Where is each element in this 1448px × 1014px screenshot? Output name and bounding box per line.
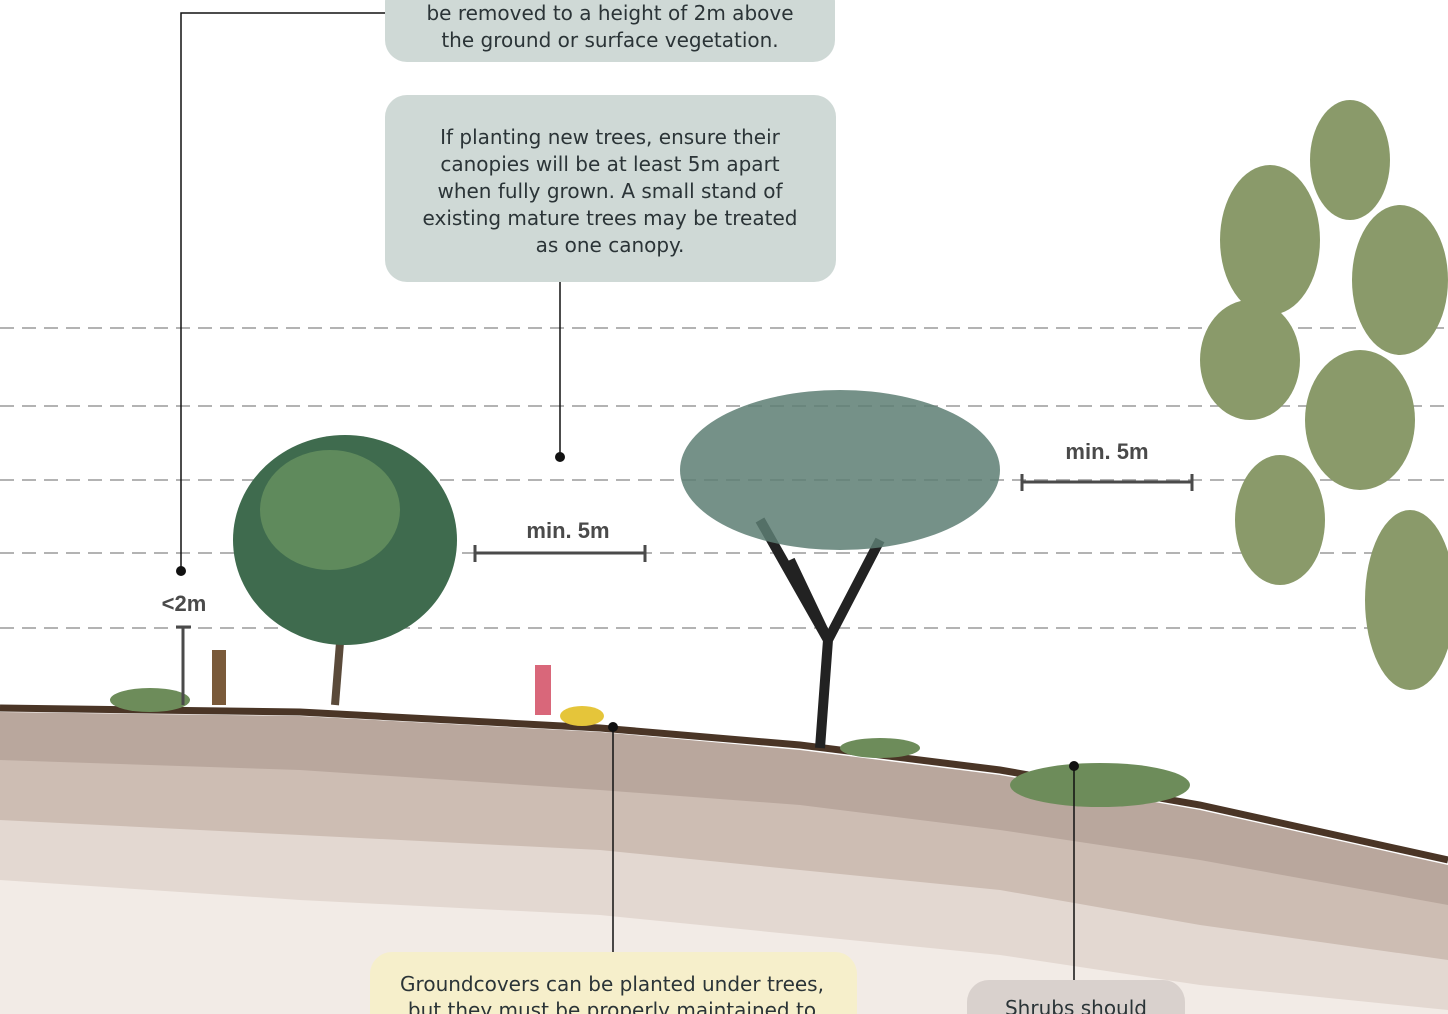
callout-text: Groundcovers can be planted under trees, (400, 972, 824, 996)
callout-text: existing mature trees may be treated (423, 206, 798, 230)
page: be removed to a height of 2m above the g… (0, 0, 1448, 1014)
tree-left (233, 435, 457, 705)
measurement-bar (475, 545, 645, 562)
callout-text: be removed to a height of 2m above (426, 1, 793, 25)
measurement-label: min. 5m (526, 518, 609, 543)
callout-text: If planting new trees, ensure their (440, 125, 781, 149)
callout-text: but they must be properly maintained to (408, 998, 816, 1014)
leader-dot (176, 566, 186, 576)
callout-text: canopies will be at least 5m apart (440, 152, 779, 176)
callout-text: as one canopy. (536, 233, 685, 257)
leader-dot (608, 722, 618, 732)
callout-text: the ground or surface vegetation. (441, 28, 778, 52)
diagram: be removed to a height of 2m above the g… (0, 0, 1448, 1014)
measurement-label: min. 5m (1065, 439, 1148, 464)
tree-middle (680, 390, 1000, 748)
measurement-label: <2m (162, 591, 207, 616)
measurement-bar (1022, 474, 1192, 491)
leader-dot (555, 452, 565, 462)
leader-dot (1069, 761, 1079, 771)
callout-text: Shrubs should (1005, 996, 1147, 1014)
tree-right-leaves (1200, 100, 1448, 690)
callout-text: when fully grown. A small stand of (437, 179, 783, 203)
